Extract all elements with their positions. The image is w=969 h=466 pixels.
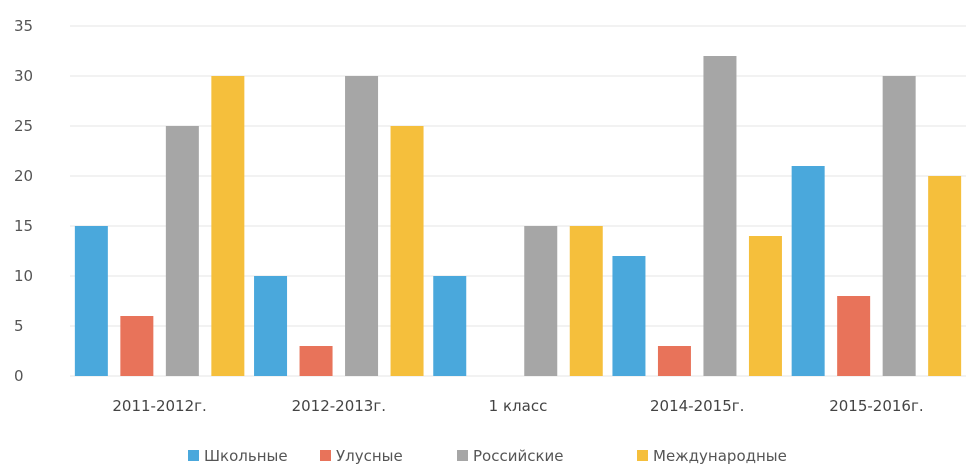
bar [837, 296, 871, 376]
bar [390, 126, 424, 376]
legend-item: Школьные [188, 447, 288, 465]
y-tick-label: 25 [14, 117, 33, 135]
bar [928, 176, 962, 376]
series-2 [165, 56, 916, 376]
gridlines [70, 25, 966, 377]
x-category-label: 1 класс [489, 397, 548, 415]
bar [882, 76, 916, 376]
bars [74, 56, 962, 376]
bar [612, 256, 646, 376]
bar [211, 76, 245, 376]
y-tick-label: 15 [14, 217, 33, 235]
y-axis-ticks: 0 5 10 15 20 25 30 35 [14, 17, 33, 385]
legend-item: Российские [457, 447, 564, 465]
bar [433, 276, 467, 376]
y-tick-label: 30 [14, 67, 33, 85]
bar [165, 126, 199, 376]
bar [120, 316, 154, 376]
x-category-label: 2014-2015г. [650, 397, 744, 415]
x-category-label: 2011-2012г. [112, 397, 206, 415]
series-3 [211, 76, 962, 376]
legend-label: Российские [473, 447, 564, 465]
legend-item: Международные [637, 447, 787, 465]
series-1 [120, 296, 871, 376]
x-axis-categories: 2011-2012г. 2012-2013г. 1 класс 2014-2015г.… [112, 397, 923, 415]
legend-swatch [457, 450, 468, 461]
series-0 [74, 166, 825, 376]
x-category-label: 2012-2013г. [292, 397, 386, 415]
legend-swatch [637, 450, 648, 461]
legend-swatch [320, 450, 331, 461]
bar [524, 226, 558, 376]
legend-label: Школьные [204, 447, 288, 465]
bar [703, 56, 737, 376]
y-tick-label: 0 [14, 367, 24, 385]
legend: Школьные Улусные Российские Международные [188, 447, 787, 465]
bar [748, 236, 782, 376]
bar [657, 346, 691, 376]
x-category-label: 2015-2016г. [829, 397, 923, 415]
bar [299, 346, 333, 376]
legend-label: Улусные [336, 447, 403, 465]
bar [791, 166, 825, 376]
y-tick-label: 5 [14, 317, 24, 335]
legend-swatch [188, 450, 199, 461]
bar [254, 276, 288, 376]
y-tick-label: 10 [14, 267, 33, 285]
bar [569, 226, 603, 376]
legend-item: Улусные [320, 447, 403, 465]
y-tick-label: 35 [14, 17, 33, 35]
y-tick-label: 20 [14, 167, 33, 185]
bar [345, 76, 379, 376]
legend-label: Международные [653, 447, 787, 465]
bar [74, 226, 108, 376]
